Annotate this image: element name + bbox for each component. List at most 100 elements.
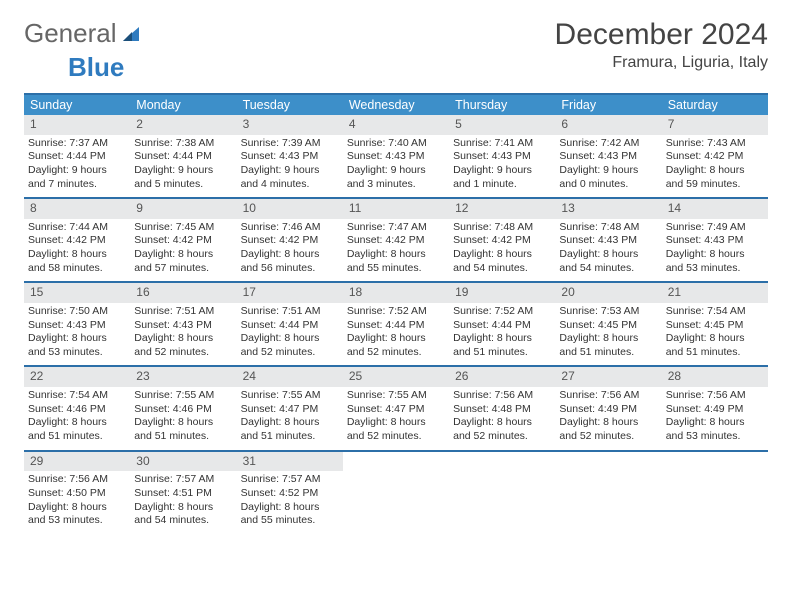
day-number: 24 <box>237 367 343 387</box>
day-number: 20 <box>555 283 661 303</box>
day-number: 18 <box>343 283 449 303</box>
day-cell: 1Sunrise: 7:37 AMSunset: 4:44 PMDaylight… <box>24 115 130 197</box>
sunrise-text: Sunrise: 7:56 AM <box>28 473 126 487</box>
sunrise-text: Sunrise: 7:46 AM <box>241 221 339 235</box>
daylight-text: Daylight: 8 hours and 52 minutes. <box>241 332 339 359</box>
day-number: 1 <box>24 115 130 135</box>
sunset-text: Sunset: 4:49 PM <box>666 403 764 417</box>
sunrise-text: Sunrise: 7:40 AM <box>347 137 445 151</box>
daylight-text: Daylight: 8 hours and 56 minutes. <box>241 248 339 275</box>
daylight-text: Daylight: 8 hours and 51 minutes. <box>241 416 339 443</box>
sunrise-text: Sunrise: 7:56 AM <box>559 389 657 403</box>
calendar-grid: SundayMondayTuesdayWednesdayThursdayFrid… <box>24 93 768 534</box>
sunset-text: Sunset: 4:43 PM <box>134 319 232 333</box>
weekday-header-cell: Saturday <box>662 95 768 115</box>
daylight-text: Daylight: 8 hours and 54 minutes. <box>134 501 232 528</box>
day-number: 26 <box>449 367 555 387</box>
daylight-text: Daylight: 8 hours and 51 minutes. <box>666 332 764 359</box>
day-body: Sunrise: 7:41 AMSunset: 4:43 PMDaylight:… <box>449 135 555 198</box>
sunrise-text: Sunrise: 7:54 AM <box>666 305 764 319</box>
day-body: Sunrise: 7:50 AMSunset: 4:43 PMDaylight:… <box>24 303 130 366</box>
week-row: 15Sunrise: 7:50 AMSunset: 4:43 PMDayligh… <box>24 283 768 367</box>
sunset-text: Sunset: 4:45 PM <box>559 319 657 333</box>
day-number: 23 <box>130 367 236 387</box>
day-body: Sunrise: 7:44 AMSunset: 4:42 PMDaylight:… <box>24 219 130 282</box>
daylight-text: Daylight: 9 hours and 5 minutes. <box>134 164 232 191</box>
sunset-text: Sunset: 4:46 PM <box>134 403 232 417</box>
day-body: Sunrise: 7:37 AMSunset: 4:44 PMDaylight:… <box>24 135 130 198</box>
sunrise-text: Sunrise: 7:45 AM <box>134 221 232 235</box>
sunrise-text: Sunrise: 7:37 AM <box>28 137 126 151</box>
day-number: 7 <box>662 115 768 135</box>
week-row: 29Sunrise: 7:56 AMSunset: 4:50 PMDayligh… <box>24 452 768 534</box>
title-block: December 2024 Framura, Liguria, Italy <box>555 18 768 72</box>
sunrise-text: Sunrise: 7:39 AM <box>241 137 339 151</box>
day-body: Sunrise: 7:39 AMSunset: 4:43 PMDaylight:… <box>237 135 343 198</box>
day-cell <box>662 452 768 534</box>
sunset-text: Sunset: 4:42 PM <box>134 234 232 248</box>
daylight-text: Daylight: 8 hours and 53 minutes. <box>28 501 126 528</box>
sunrise-text: Sunrise: 7:42 AM <box>559 137 657 151</box>
daylight-text: Daylight: 8 hours and 51 minutes. <box>134 416 232 443</box>
sunset-text: Sunset: 4:44 PM <box>134 150 232 164</box>
day-number: 29 <box>24 452 130 472</box>
day-body: Sunrise: 7:51 AMSunset: 4:43 PMDaylight:… <box>130 303 236 366</box>
sunrise-text: Sunrise: 7:49 AM <box>666 221 764 235</box>
sunset-text: Sunset: 4:43 PM <box>241 150 339 164</box>
sunrise-text: Sunrise: 7:47 AM <box>347 221 445 235</box>
sunset-text: Sunset: 4:48 PM <box>453 403 551 417</box>
daylight-text: Daylight: 8 hours and 52 minutes. <box>134 332 232 359</box>
day-body: Sunrise: 7:49 AMSunset: 4:43 PMDaylight:… <box>662 219 768 282</box>
month-title: December 2024 <box>555 18 768 52</box>
day-cell: 16Sunrise: 7:51 AMSunset: 4:43 PMDayligh… <box>130 283 236 365</box>
day-body: Sunrise: 7:52 AMSunset: 4:44 PMDaylight:… <box>343 303 449 366</box>
daylight-text: Daylight: 8 hours and 57 minutes. <box>134 248 232 275</box>
day-body: Sunrise: 7:55 AMSunset: 4:47 PMDaylight:… <box>343 387 449 450</box>
sunrise-text: Sunrise: 7:55 AM <box>347 389 445 403</box>
sunrise-text: Sunrise: 7:55 AM <box>134 389 232 403</box>
day-number: 4 <box>343 115 449 135</box>
day-body: Sunrise: 7:53 AMSunset: 4:45 PMDaylight:… <box>555 303 661 366</box>
week-row: 1Sunrise: 7:37 AMSunset: 4:44 PMDaylight… <box>24 115 768 199</box>
sunrise-text: Sunrise: 7:43 AM <box>666 137 764 151</box>
day-cell: 8Sunrise: 7:44 AMSunset: 4:42 PMDaylight… <box>24 199 130 281</box>
day-number: 8 <box>24 199 130 219</box>
day-cell: 7Sunrise: 7:43 AMSunset: 4:42 PMDaylight… <box>662 115 768 197</box>
day-body: Sunrise: 7:57 AMSunset: 4:51 PMDaylight:… <box>130 471 236 534</box>
daylight-text: Daylight: 8 hours and 52 minutes. <box>347 332 445 359</box>
day-body: Sunrise: 7:45 AMSunset: 4:42 PMDaylight:… <box>130 219 236 282</box>
week-row: 8Sunrise: 7:44 AMSunset: 4:42 PMDaylight… <box>24 199 768 283</box>
day-body: Sunrise: 7:46 AMSunset: 4:42 PMDaylight:… <box>237 219 343 282</box>
sunrise-text: Sunrise: 7:38 AM <box>134 137 232 151</box>
day-body: Sunrise: 7:42 AMSunset: 4:43 PMDaylight:… <box>555 135 661 198</box>
day-cell <box>449 452 555 534</box>
sunset-text: Sunset: 4:52 PM <box>241 487 339 501</box>
daylight-text: Daylight: 8 hours and 54 minutes. <box>559 248 657 275</box>
daylight-text: Daylight: 8 hours and 55 minutes. <box>347 248 445 275</box>
day-body: Sunrise: 7:56 AMSunset: 4:49 PMDaylight:… <box>555 387 661 450</box>
sunrise-text: Sunrise: 7:52 AM <box>347 305 445 319</box>
day-number: 17 <box>237 283 343 303</box>
day-body: Sunrise: 7:57 AMSunset: 4:52 PMDaylight:… <box>237 471 343 534</box>
daylight-text: Daylight: 9 hours and 4 minutes. <box>241 164 339 191</box>
sunset-text: Sunset: 4:43 PM <box>28 319 126 333</box>
sunset-text: Sunset: 4:50 PM <box>28 487 126 501</box>
sunrise-text: Sunrise: 7:53 AM <box>559 305 657 319</box>
sunset-text: Sunset: 4:47 PM <box>241 403 339 417</box>
day-number: 30 <box>130 452 236 472</box>
daylight-text: Daylight: 8 hours and 58 minutes. <box>28 248 126 275</box>
day-cell: 19Sunrise: 7:52 AMSunset: 4:44 PMDayligh… <box>449 283 555 365</box>
weekday-header-cell: Thursday <box>449 95 555 115</box>
day-number: 19 <box>449 283 555 303</box>
sunrise-text: Sunrise: 7:48 AM <box>453 221 551 235</box>
day-number: 21 <box>662 283 768 303</box>
day-number: 27 <box>555 367 661 387</box>
day-number: 11 <box>343 199 449 219</box>
sunset-text: Sunset: 4:43 PM <box>453 150 551 164</box>
sunrise-text: Sunrise: 7:41 AM <box>453 137 551 151</box>
day-cell: 26Sunrise: 7:56 AMSunset: 4:48 PMDayligh… <box>449 367 555 449</box>
day-number: 12 <box>449 199 555 219</box>
day-body: Sunrise: 7:54 AMSunset: 4:46 PMDaylight:… <box>24 387 130 450</box>
day-number: 14 <box>662 199 768 219</box>
day-cell: 25Sunrise: 7:55 AMSunset: 4:47 PMDayligh… <box>343 367 449 449</box>
